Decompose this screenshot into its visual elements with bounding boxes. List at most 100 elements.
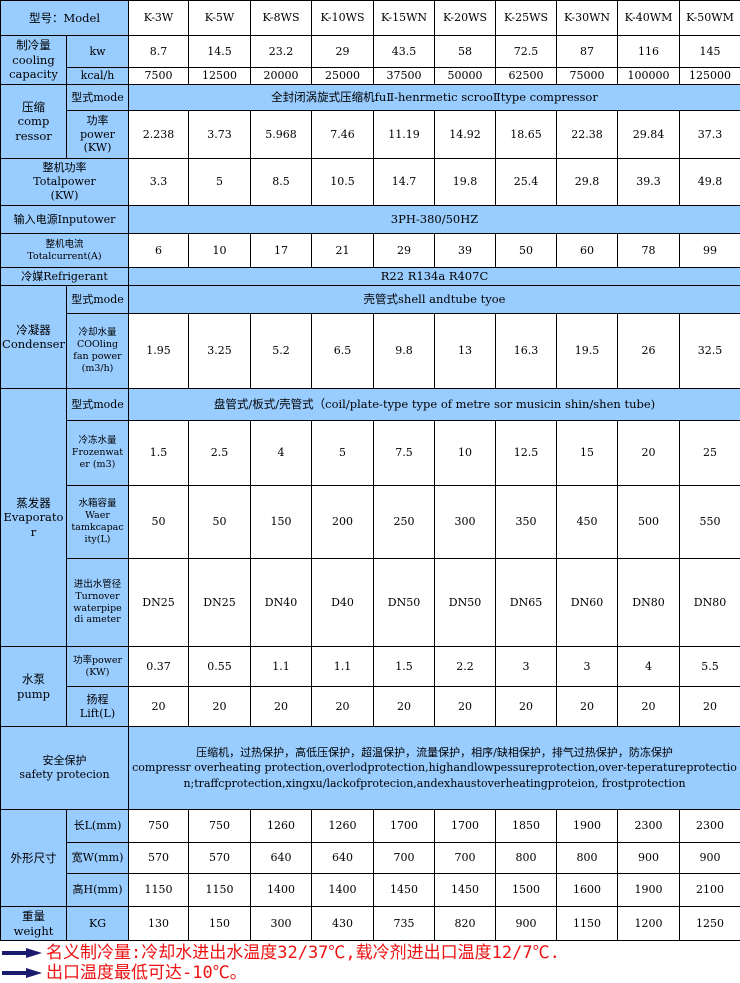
value-cell: 3.73 bbox=[189, 111, 251, 159]
row-label: 型式mode bbox=[67, 389, 129, 421]
value-cell: 1200 bbox=[618, 907, 680, 941]
value-cell: 350 bbox=[496, 486, 557, 559]
value-cell: 1900 bbox=[618, 874, 680, 907]
value-cell: 13 bbox=[435, 314, 496, 389]
spanning-value: 全封闭涡旋式压缩机fuⅡ-henrmetic scrooⅡtype compre… bbox=[129, 85, 740, 111]
value-cell: 100000 bbox=[618, 68, 680, 85]
note-line: 出口温度最低可达-10℃。 bbox=[0, 963, 740, 983]
value-cell: 39 bbox=[435, 234, 496, 268]
value-cell: 29.84 bbox=[618, 111, 680, 159]
value-cell: 125000 bbox=[680, 68, 740, 85]
value-cell: DN80 bbox=[680, 559, 740, 647]
model-name-cell: K-10WS bbox=[312, 1, 374, 36]
value-cell: 29 bbox=[312, 36, 374, 68]
model-name-cell: K-5W bbox=[189, 1, 251, 36]
spanning-value: 盘管式/板式/壳管式（coil/plate-type type of metre… bbox=[129, 389, 740, 421]
value-cell: 62500 bbox=[496, 68, 557, 85]
value-cell: 750 bbox=[129, 810, 189, 843]
model-name-cell: K-15WN bbox=[374, 1, 435, 36]
row-label: 进出水管径 Turnover waterpipe di ameter bbox=[67, 559, 129, 647]
section-label: 冷媒Refrigerant bbox=[1, 268, 129, 286]
value-cell: 20 bbox=[680, 687, 740, 727]
value-cell: 20 bbox=[251, 687, 312, 727]
row-label: 高H(mm) bbox=[67, 874, 129, 907]
value-cell: 130 bbox=[129, 907, 189, 941]
value-cell: 20 bbox=[496, 687, 557, 727]
section-label: 整机电流 Totalcurrent(A) bbox=[1, 234, 129, 268]
value-cell: 26 bbox=[618, 314, 680, 389]
value-cell: 640 bbox=[251, 843, 312, 874]
value-cell: 2.238 bbox=[129, 111, 189, 159]
value-cell: 37.3 bbox=[680, 111, 740, 159]
value-cell: 14.7 bbox=[374, 159, 435, 206]
value-cell: 7.46 bbox=[312, 111, 374, 159]
value-cell: 900 bbox=[680, 843, 740, 874]
model-name-cell: K-50WM bbox=[680, 1, 740, 36]
value-cell: 10 bbox=[189, 234, 251, 268]
notes: 名义制冷量:冷却水进出水温度32/37℃,载冷剂进出口温度12/7℃. 出口温度… bbox=[0, 943, 740, 983]
value-cell: 25000 bbox=[312, 68, 374, 85]
value-cell: 1900 bbox=[557, 810, 618, 843]
value-cell: 4 bbox=[618, 647, 680, 687]
row-label: 功率power (KW) bbox=[67, 647, 129, 687]
value-cell: 550 bbox=[680, 486, 740, 559]
value-cell: DN60 bbox=[557, 559, 618, 647]
value-cell: 4 bbox=[251, 421, 312, 486]
value-cell: 570 bbox=[129, 843, 189, 874]
value-cell: 1.5 bbox=[374, 647, 435, 687]
section-label: 安全保护 safety protecion bbox=[1, 727, 129, 810]
value-cell: 10 bbox=[435, 421, 496, 486]
value-cell: 75000 bbox=[557, 68, 618, 85]
value-cell: 450 bbox=[557, 486, 618, 559]
value-cell: 19.8 bbox=[435, 159, 496, 206]
value-cell: 2100 bbox=[680, 874, 740, 907]
value-cell: 49.8 bbox=[680, 159, 740, 206]
value-cell: 1260 bbox=[312, 810, 374, 843]
value-cell: 37500 bbox=[374, 68, 435, 85]
spanning-value: R22 R134a R407C bbox=[129, 268, 740, 286]
row-label: KG bbox=[67, 907, 129, 941]
section-label: 冷凝器 Condenser bbox=[1, 286, 67, 389]
spanning-value: 压缩机，过热保护，高低压保护，超温保护，流量保护，相序/缺相保护，排气过热保护，… bbox=[129, 727, 740, 810]
value-cell: 43.5 bbox=[374, 36, 435, 68]
value-cell: 500 bbox=[618, 486, 680, 559]
arrow-right-icon bbox=[0, 948, 44, 958]
value-cell: 87 bbox=[557, 36, 618, 68]
value-cell: 750 bbox=[189, 810, 251, 843]
value-cell: 1.1 bbox=[312, 647, 374, 687]
value-cell: 14.92 bbox=[435, 111, 496, 159]
value-cell: 12.5 bbox=[496, 421, 557, 486]
value-cell: DN50 bbox=[374, 559, 435, 647]
value-cell: 1400 bbox=[312, 874, 374, 907]
section-label: 外形尺寸 bbox=[1, 810, 67, 907]
value-cell: 15 bbox=[557, 421, 618, 486]
section-label: 水泵 pump bbox=[1, 647, 67, 727]
row-label: 长L(mm) bbox=[67, 810, 129, 843]
value-cell: 20 bbox=[374, 687, 435, 727]
value-cell: 7500 bbox=[129, 68, 189, 85]
section-label: 输入电源Inputower bbox=[1, 206, 129, 234]
value-cell: 11.19 bbox=[374, 111, 435, 159]
value-cell: 60 bbox=[557, 234, 618, 268]
value-cell: 5.5 bbox=[680, 647, 740, 687]
value-cell: D40 bbox=[312, 559, 374, 647]
value-cell: 3 bbox=[557, 647, 618, 687]
row-label: 水箱容量 Waer tamkcapac ity(L) bbox=[67, 486, 129, 559]
value-cell: 78 bbox=[618, 234, 680, 268]
